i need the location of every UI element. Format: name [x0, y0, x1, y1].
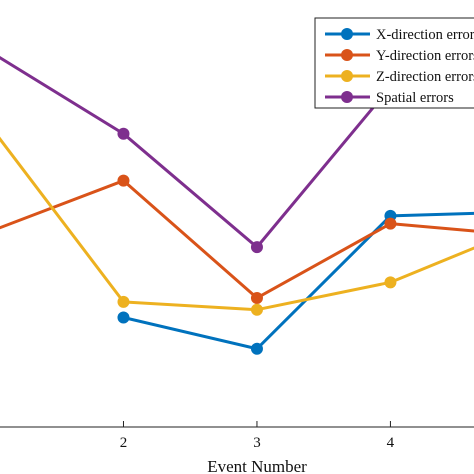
data-point	[117, 127, 130, 140]
x-tick-label: 4	[387, 435, 395, 451]
x-tick-label: 3	[253, 435, 261, 451]
x-axis-title: Event Number	[207, 457, 307, 474]
legend-label: Y-direction errors	[376, 48, 474, 64]
data-point	[250, 342, 263, 355]
series-line	[0, 179, 474, 300]
data-point	[250, 241, 263, 254]
series-line	[123, 211, 474, 351]
data-point	[384, 217, 397, 230]
series-y-direction-errors	[0, 174, 474, 304]
series-z-direction-errors	[0, 136, 474, 316]
data-point	[250, 291, 263, 304]
x-tick-label: 2	[120, 435, 128, 451]
legend-swatch-marker	[341, 49, 353, 61]
data-point	[117, 174, 130, 187]
legend-label: Z-direction errors	[376, 69, 474, 85]
data-point	[117, 311, 130, 324]
data-point	[384, 276, 397, 289]
legend-swatch-marker	[341, 28, 353, 40]
legend-label: X-direction errors	[376, 27, 474, 43]
series-x-direction-errors	[117, 209, 474, 355]
x-ticks: 2 3 4	[120, 421, 395, 451]
data-point	[250, 303, 263, 316]
legend-swatch-marker	[341, 91, 353, 103]
data-point	[117, 295, 130, 308]
legend-swatch-marker	[341, 70, 353, 82]
legend: X-direction errors Y-direction errors Z-di…	[314, 17, 474, 109]
legend-label: Spatial errors	[376, 90, 454, 106]
